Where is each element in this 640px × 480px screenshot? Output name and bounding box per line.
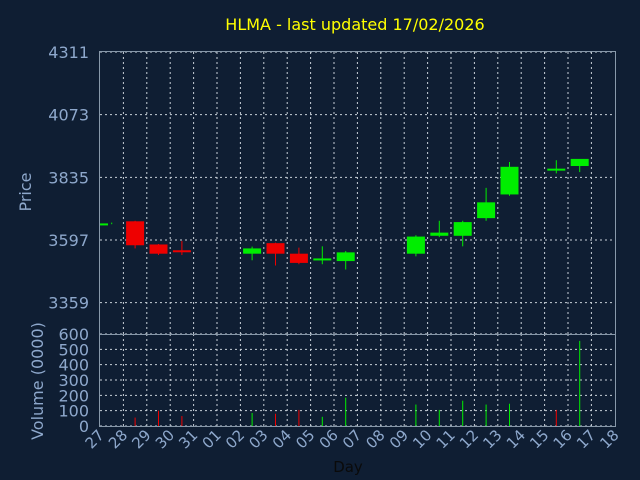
candle-body xyxy=(406,236,425,254)
chart-title: HLMA - last updated 17/02/2026 xyxy=(225,15,484,34)
candle-body xyxy=(149,244,168,254)
candle-body xyxy=(570,158,589,167)
candle-body xyxy=(243,248,262,254)
candle-body xyxy=(453,222,472,236)
volume-tick-label: 200 xyxy=(58,386,89,405)
candle-body xyxy=(336,252,355,262)
volume-tick-label: 300 xyxy=(58,371,89,390)
candle-body xyxy=(313,258,332,261)
price-tick-label: 4311 xyxy=(48,43,89,62)
price-axis-label: Price xyxy=(16,172,35,211)
volume-axis-label: Volume (0000) xyxy=(28,322,47,440)
price-tick-label: 4073 xyxy=(48,106,89,125)
price-tick-labels: 4311 4073 3835 3597 3359 xyxy=(48,43,89,313)
candle-body xyxy=(100,223,108,226)
price-tick-label: 3597 xyxy=(48,231,89,250)
volume-tick-label: 100 xyxy=(58,402,89,421)
candle-body xyxy=(172,250,191,253)
volume-tick-label: 400 xyxy=(58,356,89,375)
volume-grid xyxy=(100,333,615,427)
candle-body xyxy=(477,202,496,219)
volume-plot-border xyxy=(99,334,616,427)
volume-bars xyxy=(134,340,581,426)
volume-tick-label: 0 xyxy=(79,417,89,436)
candle-body xyxy=(266,243,285,254)
candles xyxy=(100,158,589,270)
price-tick-label: 3359 xyxy=(48,294,89,313)
x-axis-label: Day xyxy=(333,458,363,476)
candle-body xyxy=(430,232,449,236)
price-tick-label: 3835 xyxy=(48,168,89,187)
candle-body xyxy=(289,253,308,263)
x-tick-labels: 2728293031010203040506070809101112131415… xyxy=(82,426,623,452)
volume-tick-label: 500 xyxy=(58,340,89,359)
candle-body xyxy=(126,221,145,246)
price-grid xyxy=(100,51,615,334)
candle-body xyxy=(547,168,566,171)
volume-tick-label: 600 xyxy=(58,325,89,344)
candle-body xyxy=(500,166,519,195)
